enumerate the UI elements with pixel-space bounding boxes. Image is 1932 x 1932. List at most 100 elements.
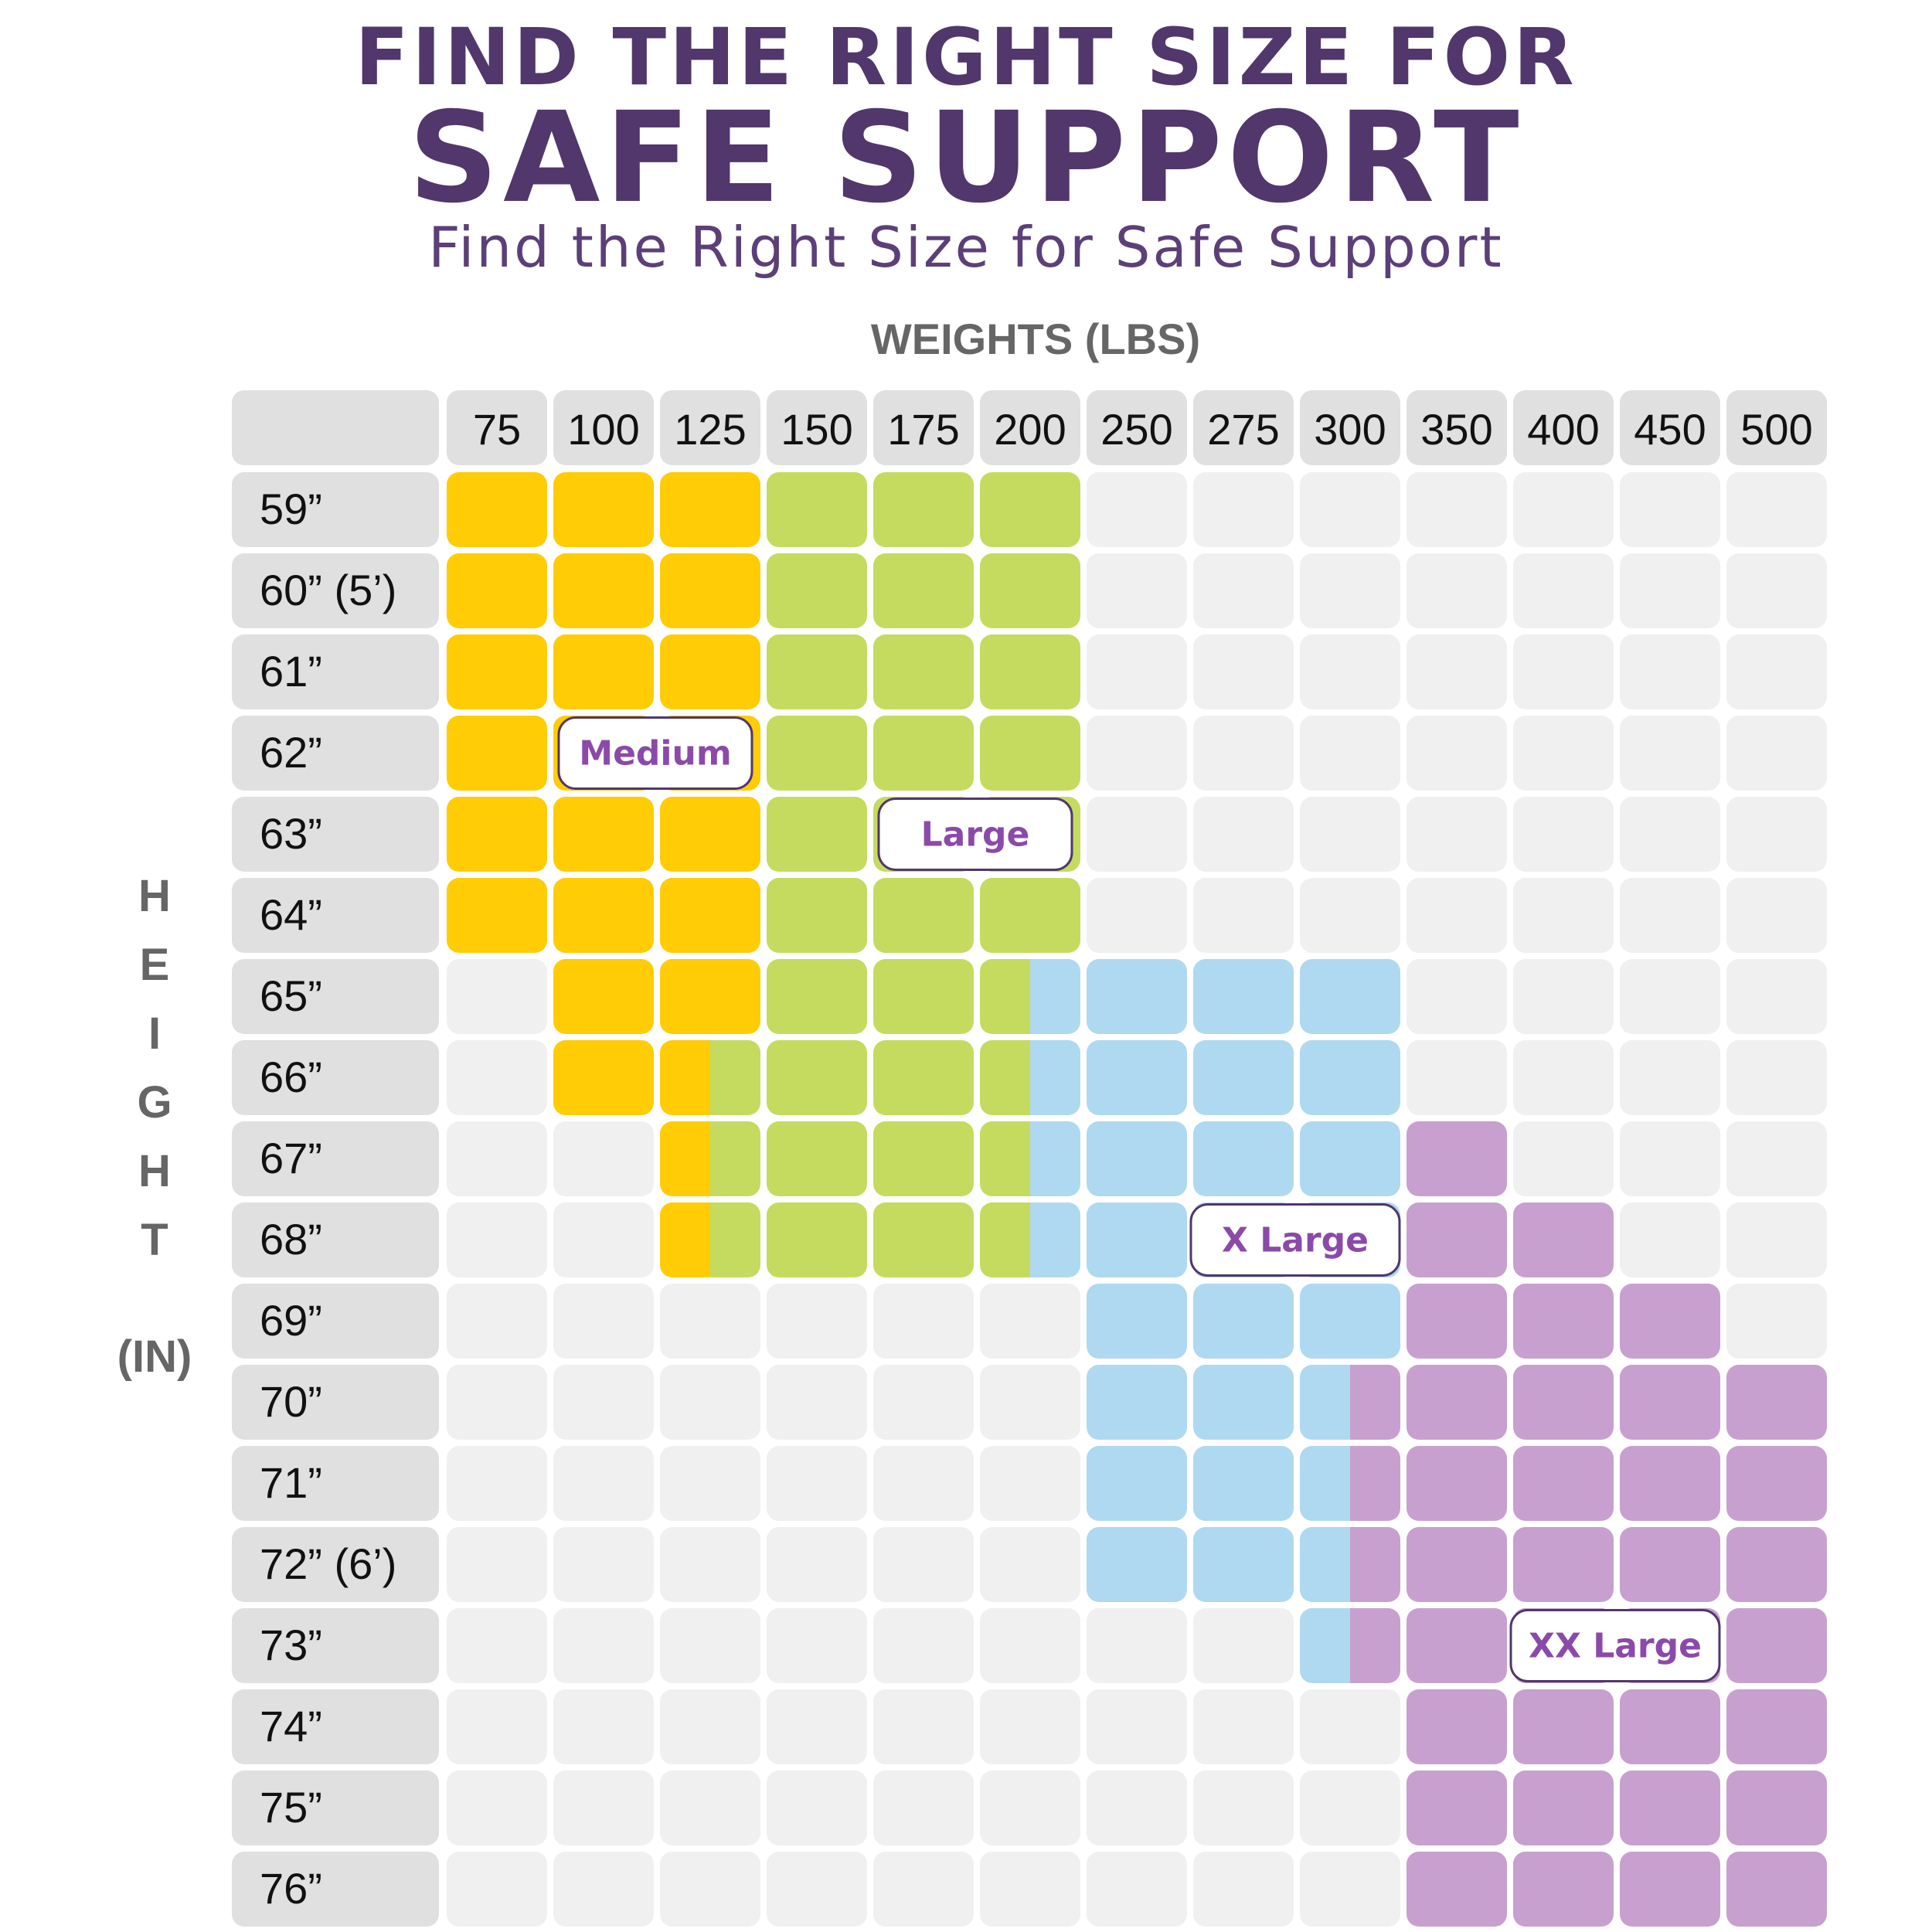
empty-cell (1193, 878, 1294, 953)
size-cell (980, 634, 1080, 709)
empty-cell (1513, 878, 1614, 953)
empty-cell (1620, 797, 1720, 872)
height-tick-label: 68” (260, 1215, 322, 1264)
empty-cell (1087, 1689, 1187, 1764)
height-label-cell (232, 878, 439, 953)
empty-cell (767, 1365, 867, 1440)
size-cell (1193, 1446, 1294, 1521)
size-cell (980, 553, 1080, 628)
size-cell (873, 716, 974, 791)
size-cell (447, 472, 547, 547)
empty-cell (447, 959, 547, 1034)
weight-tick-label: 250 (1100, 405, 1172, 454)
height-label-cell (232, 634, 439, 709)
size-cell (553, 797, 654, 872)
size-cell (1406, 1770, 1507, 1845)
empty-cell (553, 1608, 654, 1683)
empty-cell (1087, 878, 1187, 953)
size-cell (1726, 1608, 1827, 1683)
size-cell-left (1300, 1365, 1350, 1440)
weight-header-cell (660, 390, 760, 465)
height-tick-label: 66” (260, 1053, 322, 1101)
empty-cell (1300, 472, 1400, 547)
size-cell (447, 716, 547, 791)
size-cell (767, 797, 867, 872)
size-cell (1087, 1527, 1187, 1602)
size-cell (1726, 1527, 1827, 1602)
size-cell (1087, 1202, 1187, 1277)
size-cell (1193, 959, 1294, 1034)
size-cell (553, 878, 654, 953)
size-cell (553, 553, 654, 628)
height-label-cell (232, 1852, 439, 1927)
size-cell-right (1350, 1608, 1400, 1683)
size-cell (1087, 1284, 1187, 1359)
size-cell-right (710, 1040, 760, 1115)
height-tick-label: 63” (260, 809, 322, 858)
height-label-cell (232, 1040, 439, 1115)
size-cell (1193, 1527, 1294, 1602)
empty-cell (1193, 1689, 1294, 1764)
empty-cell (873, 1527, 974, 1602)
size-cell (1620, 1689, 1720, 1764)
size-cell (553, 634, 654, 709)
size-cell-left (1300, 1446, 1350, 1521)
size-label-text: Large (921, 815, 1030, 855)
weight-tick-label: 150 (781, 405, 852, 454)
height-tick-label: 69” (260, 1296, 322, 1345)
size-cell (1406, 1446, 1507, 1521)
empty-cell (1300, 797, 1400, 872)
size-cell-left (980, 1202, 1030, 1277)
size-cell-left (660, 1121, 710, 1196)
size-cell (1406, 1284, 1507, 1359)
size-cell-right (710, 1121, 760, 1196)
size-cell-right (710, 1202, 760, 1277)
size-cell (1620, 1365, 1720, 1440)
empty-cell (553, 1365, 654, 1440)
size-cell (1513, 1770, 1614, 1845)
empty-cell (1300, 553, 1400, 628)
empty-cell (1620, 1202, 1720, 1277)
empty-cell (1087, 634, 1187, 709)
empty-cell (1620, 716, 1720, 791)
size-cell (1193, 1121, 1294, 1196)
empty-cell (980, 1608, 1080, 1683)
height-label-cell (232, 797, 439, 872)
size-cell (980, 716, 1080, 791)
height-tick-label: 60” (5’) (260, 566, 396, 614)
empty-cell (1406, 716, 1507, 791)
empty-cell (1513, 634, 1614, 709)
empty-cell (1193, 716, 1294, 791)
empty-cell (980, 1689, 1080, 1764)
size-cell (1620, 1770, 1720, 1845)
size-cell (1513, 1689, 1614, 1764)
empty-cell (1620, 634, 1720, 709)
height-label-cell (232, 1121, 439, 1196)
size-cell-left (980, 959, 1030, 1034)
empty-cell (1193, 1852, 1294, 1927)
size-cell (980, 472, 1080, 547)
weight-header-cell (767, 390, 867, 465)
size-cell (1406, 1608, 1507, 1683)
weight-header-cell (553, 390, 654, 465)
size-cell (1726, 1770, 1827, 1845)
size-cell (1406, 1121, 1507, 1196)
empty-cell (1513, 797, 1614, 872)
empty-cell (767, 1284, 867, 1359)
size-cell-left (1300, 1527, 1350, 1602)
empty-cell (767, 1770, 867, 1845)
empty-cell (660, 1770, 760, 1845)
y-axis-title: H E I G H T (IN) (112, 862, 197, 1391)
weight-tick-label: 200 (994, 405, 1066, 454)
size-cell (447, 878, 547, 953)
empty-cell (1300, 878, 1400, 953)
size-label-badge (557, 716, 753, 790)
size-cell (1406, 1365, 1507, 1440)
weight-header-cell (1087, 390, 1187, 465)
subtitle: Find the Right Size for Safe Support (428, 215, 1504, 280)
empty-cell (660, 1852, 760, 1927)
empty-cell (1726, 1121, 1827, 1196)
size-cell (447, 634, 547, 709)
empty-cell (980, 1527, 1080, 1602)
size-cell (1193, 1040, 1294, 1115)
